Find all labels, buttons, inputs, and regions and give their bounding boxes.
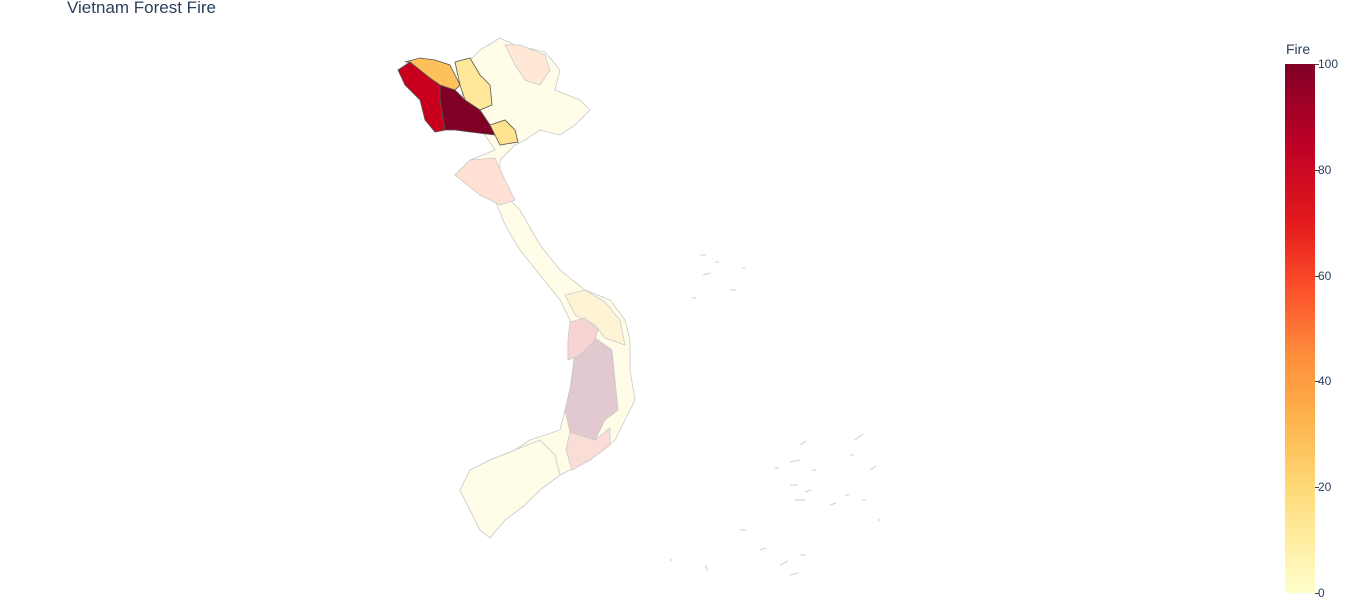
region-northwest-e[interactable]	[489, 119, 519, 146]
tick-mark	[1315, 487, 1319, 489]
tick-label: 40	[1318, 374, 1332, 389]
region-northwest-d[interactable]	[454, 57, 493, 111]
tick-mark	[1315, 381, 1319, 383]
tick-label: 0	[1318, 586, 1325, 600]
region-central-highlands-north[interactable]	[567, 317, 599, 361]
region-north-central[interactable]	[454, 157, 516, 206]
map-title: Vietnam Forest Fire	[67, 0, 216, 17]
tick-label: 80	[1318, 162, 1332, 177]
tick-label: 100	[1318, 57, 1339, 71]
tick-mark	[1315, 593, 1319, 594]
region-mekong[interactable]	[459, 439, 561, 539]
region-northeast[interactable]	[504, 44, 551, 86]
tick-mark	[1315, 64, 1319, 65]
tick-label: 60	[1318, 268, 1332, 283]
vietnam-map[interactable]	[0, 0, 1270, 603]
region-central-coast[interactable]	[564, 289, 626, 346]
tick-mark	[1315, 169, 1319, 171]
region-central-highlands[interactable]	[564, 337, 619, 441]
region-southeast[interactable]	[565, 427, 611, 471]
legend-title: Fire	[1286, 41, 1311, 57]
region-northwest-c[interactable]	[404, 57, 461, 91]
colorbar	[1285, 64, 1315, 593]
tick-mark	[1315, 275, 1319, 277]
tick-label: 20	[1318, 480, 1332, 495]
islands	[670, 254, 881, 576]
